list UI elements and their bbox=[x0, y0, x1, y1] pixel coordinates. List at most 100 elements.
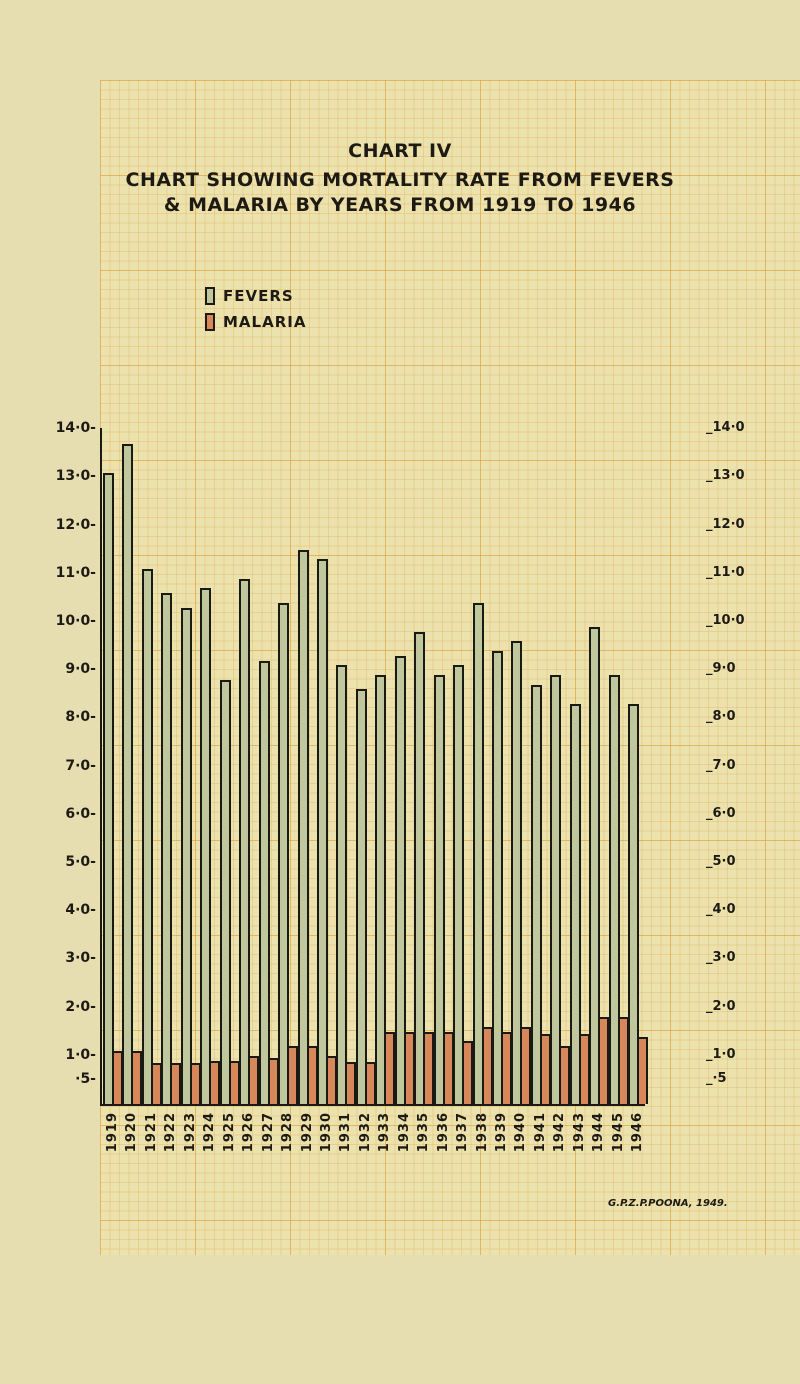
bar-fevers-1932 bbox=[355, 689, 367, 1104]
y-tick-label-right: _10·0 bbox=[706, 613, 745, 628]
y-tick-label-right: _8·0 bbox=[706, 709, 736, 725]
bar-malaria-1936 bbox=[442, 1031, 454, 1104]
bar-fevers-1931 bbox=[336, 665, 348, 1104]
bar-fevers-1933 bbox=[375, 675, 387, 1104]
y-tick-label-right: _11·0 bbox=[706, 564, 745, 580]
y-tick-label-left: 3·0- bbox=[65, 950, 96, 967]
bar-fevers-1937 bbox=[453, 665, 465, 1104]
bar-malaria-1920 bbox=[131, 1050, 143, 1104]
x-tick-label: 1945 bbox=[610, 1112, 626, 1153]
x-tick-label: 1940 bbox=[513, 1112, 529, 1153]
x-tick-label: 1924 bbox=[202, 1112, 218, 1153]
y-tick-label-left: 6·0- bbox=[65, 805, 96, 822]
bar-malaria-1931 bbox=[345, 1062, 357, 1104]
y-tick-label-right: _9·0 bbox=[706, 661, 736, 677]
y-tick-label-left: 12·0- bbox=[55, 516, 96, 533]
y-tick-label-left: 2·0- bbox=[65, 998, 96, 1015]
bar-malaria-1922 bbox=[170, 1063, 182, 1104]
y-tick-label-left: 11·0- bbox=[55, 564, 96, 581]
bar-fevers-1919 bbox=[103, 472, 114, 1104]
bar-malaria-1932 bbox=[364, 1062, 376, 1104]
bar-malaria-1930 bbox=[325, 1055, 337, 1104]
x-tick-label: 1932 bbox=[357, 1112, 373, 1153]
x-tick-label: 1922 bbox=[163, 1112, 179, 1153]
x-tick-label: 1936 bbox=[435, 1112, 451, 1153]
graph-paper-background bbox=[100, 80, 800, 1255]
chart-title-line1: CHART SHOWING MORTALITY RATE FROM FEVERS bbox=[125, 169, 675, 191]
y-tick-label-left: 8·0- bbox=[65, 709, 96, 726]
printer-signature: G.P.Z.P.POONA, 1949. bbox=[608, 1198, 728, 1209]
fevers-swatch-icon bbox=[205, 287, 215, 305]
bar-malaria-1946 bbox=[637, 1036, 649, 1104]
y-tick-label-right: _7·0 bbox=[706, 757, 736, 773]
chart-titles: CHART IV CHART SHOWING MORTALITY RATE FR… bbox=[0, 140, 800, 218]
x-tick-label: 1925 bbox=[221, 1112, 237, 1153]
legend-item-malaria: MALARIA bbox=[205, 309, 306, 335]
y-tick-label-left: 13·0- bbox=[55, 468, 96, 485]
y-tick-label-left: 9·0- bbox=[65, 661, 96, 678]
bar-malaria-1942 bbox=[559, 1046, 571, 1104]
bar-malaria-1928 bbox=[287, 1046, 299, 1104]
bar-malaria-1941 bbox=[539, 1034, 551, 1104]
bar-fevers-1935 bbox=[414, 631, 426, 1104]
bar-fevers-1926 bbox=[239, 578, 251, 1104]
bar-fevers-1927 bbox=[258, 660, 270, 1104]
x-tick-label: 1930 bbox=[318, 1112, 334, 1153]
x-tick-label: 1937 bbox=[455, 1112, 471, 1153]
bar-fevers-1941 bbox=[530, 684, 542, 1104]
bar-malaria-1927 bbox=[267, 1058, 279, 1104]
x-tick-label: 1933 bbox=[377, 1112, 393, 1153]
y-tick-label-right: _13·0 bbox=[706, 468, 745, 484]
bar-fevers-1940 bbox=[511, 641, 523, 1104]
y-tick-label-right: _4·0 bbox=[706, 902, 736, 918]
legend-label-malaria: MALARIA bbox=[223, 313, 307, 331]
bar-malaria-1925 bbox=[228, 1060, 240, 1104]
bar-fevers-1929 bbox=[297, 549, 309, 1104]
x-tick-label: 1931 bbox=[338, 1112, 354, 1153]
y-tick-label-right: _14·0 bbox=[706, 420, 745, 436]
y-tick-label-right: _3·0 bbox=[706, 950, 736, 966]
bar-fevers-1923 bbox=[180, 607, 192, 1104]
y-tick-label-left: ·5- bbox=[75, 1070, 96, 1087]
bar-malaria-1923 bbox=[189, 1063, 201, 1104]
bar-malaria-1943 bbox=[578, 1034, 590, 1104]
x-tick-label: 1944 bbox=[591, 1112, 607, 1153]
x-tick-label: 1927 bbox=[260, 1112, 276, 1153]
bar-fevers-1945 bbox=[608, 675, 620, 1104]
y-tick-label-left: 7·0- bbox=[65, 757, 96, 774]
y-tick-label-right: _12·0 bbox=[706, 516, 745, 532]
bar-malaria-1944 bbox=[598, 1017, 610, 1104]
x-axis-baseline bbox=[100, 1104, 645, 1106]
bar-malaria-1926 bbox=[248, 1055, 260, 1104]
bar-fevers-1930 bbox=[316, 559, 328, 1104]
bar-malaria-1935 bbox=[423, 1031, 435, 1104]
x-tick-label: 1939 bbox=[494, 1112, 509, 1153]
chart-title-line2: & MALARIA BY YEARS FROM 1919 TO 1946 bbox=[163, 194, 637, 216]
bar-malaria-1939 bbox=[501, 1031, 512, 1104]
y-tick-label-left: 4·0- bbox=[65, 902, 96, 919]
bar-fevers-1939 bbox=[492, 650, 503, 1104]
x-tick-label: 1942 bbox=[552, 1112, 568, 1153]
bar-fevers-1943 bbox=[569, 703, 581, 1104]
bar-fevers-1922 bbox=[161, 593, 173, 1104]
legend-item-fevers: FEVERS bbox=[205, 283, 306, 309]
bar-malaria-1924 bbox=[209, 1060, 221, 1104]
bar-malaria-1921 bbox=[150, 1063, 162, 1104]
bar-fevers-1934 bbox=[394, 655, 406, 1104]
y-tick-label-right: _5·0 bbox=[706, 854, 736, 869]
x-tick-label: 1926 bbox=[241, 1112, 257, 1153]
bar-malaria-1937 bbox=[462, 1041, 474, 1104]
bar-fevers-1944 bbox=[589, 626, 601, 1104]
bar-malaria-1938 bbox=[481, 1026, 493, 1104]
legend: FEVERS MALARIA bbox=[205, 283, 306, 335]
legend-label-fevers: FEVERS bbox=[223, 287, 294, 305]
bar-malaria-1919 bbox=[112, 1050, 123, 1104]
bar-fevers-1942 bbox=[550, 675, 562, 1104]
bar-fevers-1924 bbox=[200, 588, 212, 1104]
bar-fevers-1921 bbox=[141, 568, 153, 1104]
y-tick-label-right: _1·0 bbox=[706, 1046, 736, 1062]
chart-number: CHART IV bbox=[348, 140, 452, 162]
y-tick-label-left: 14·0- bbox=[55, 420, 96, 437]
bar-fevers-1925 bbox=[219, 679, 231, 1104]
y-tick-label-left: 5·0- bbox=[65, 854, 96, 870]
